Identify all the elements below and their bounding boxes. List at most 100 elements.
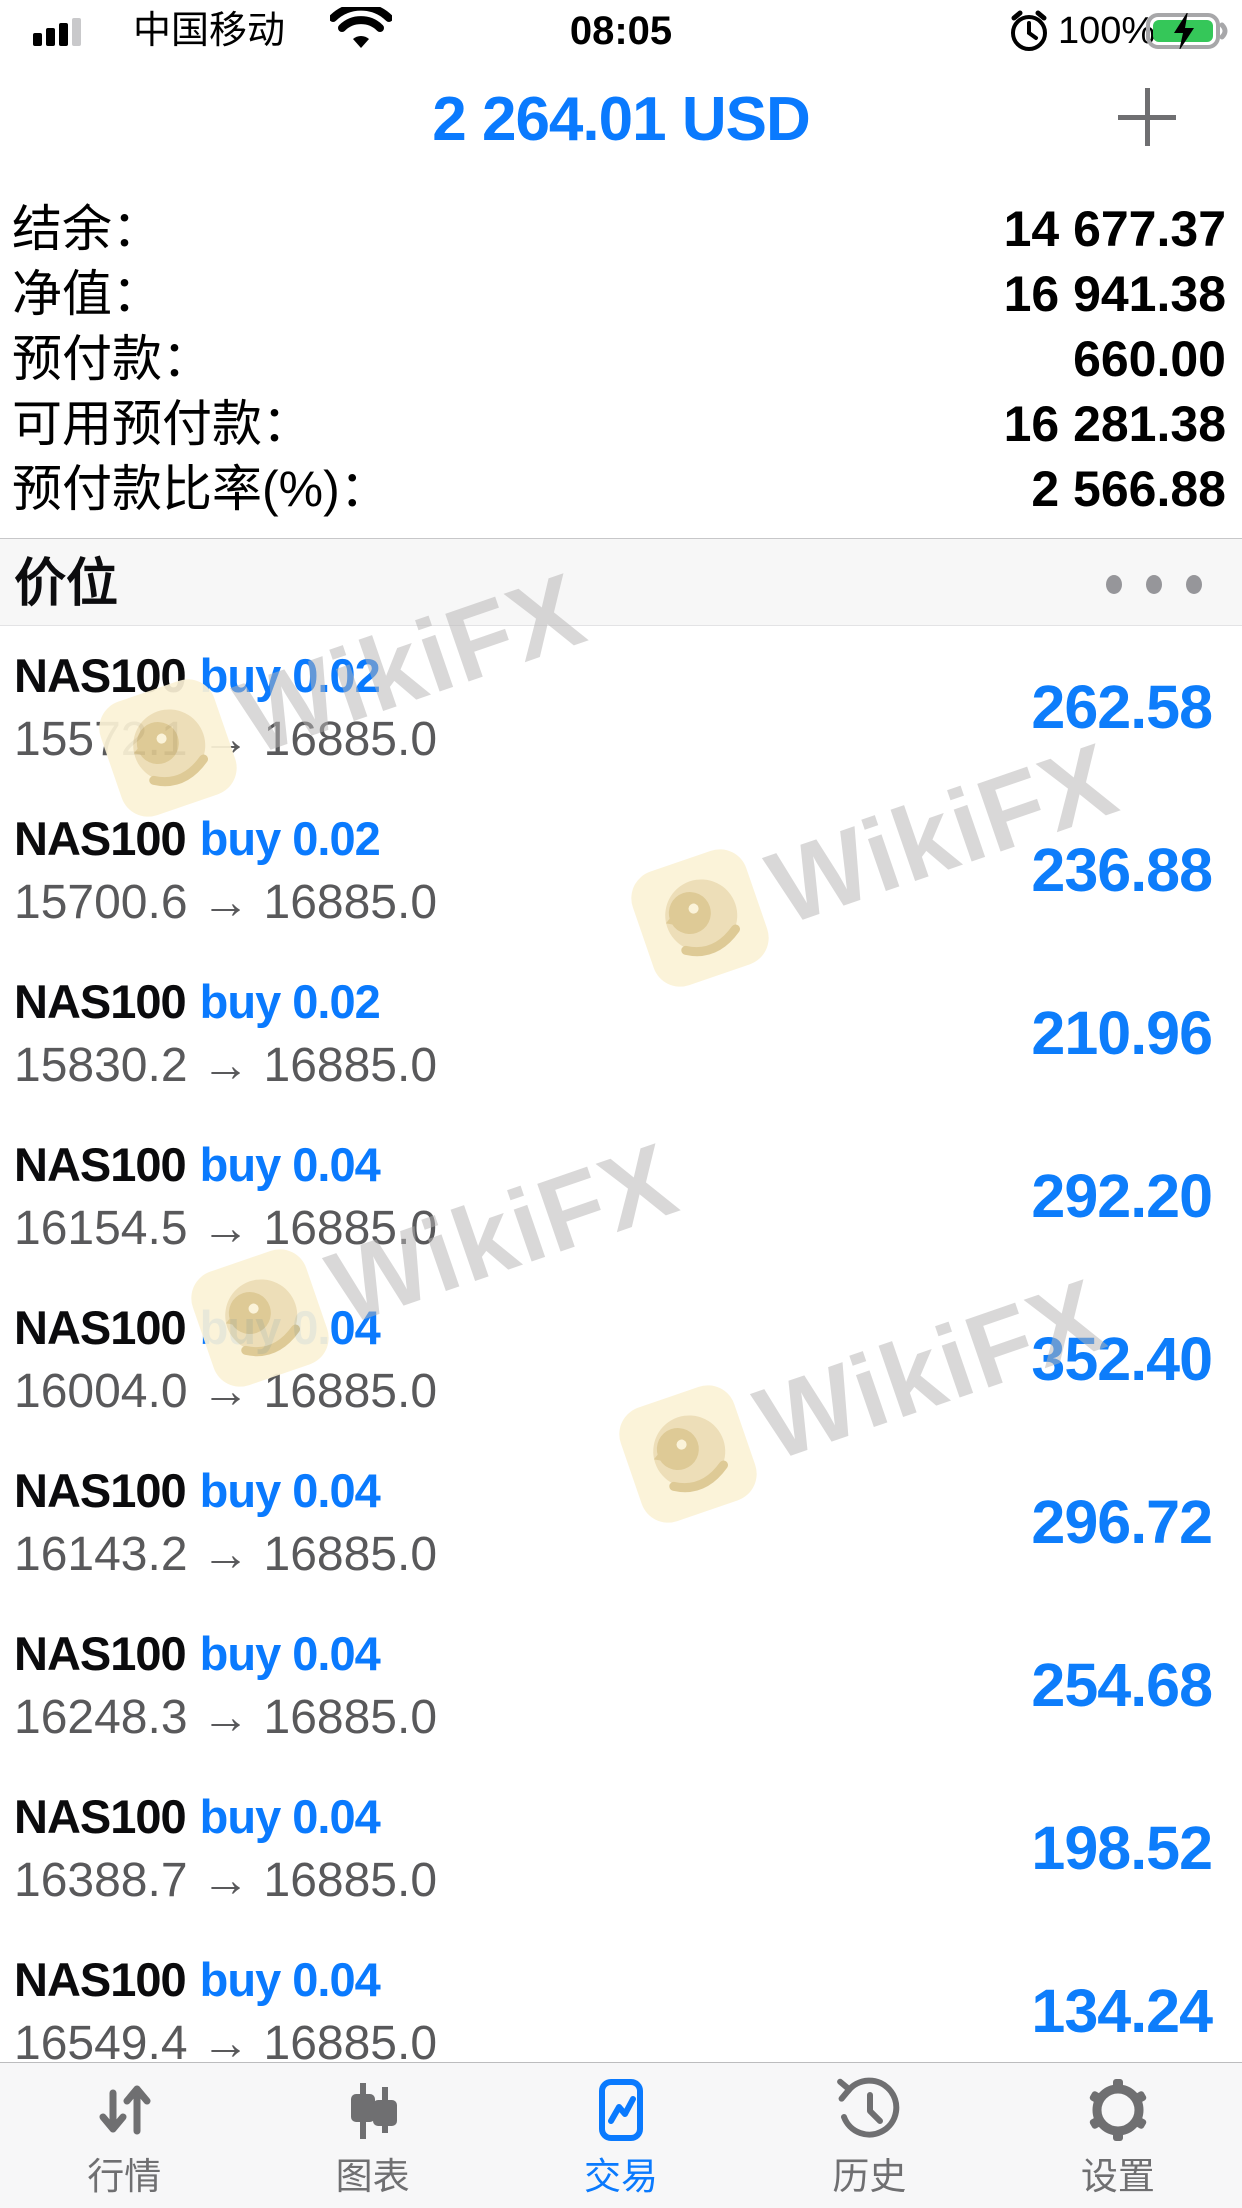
account-balance-title: 2 264.01 USD — [432, 85, 810, 154]
arrow-right-icon: → — [201, 1691, 250, 1744]
trade-row[interactable]: NAS100 buy 0.04 16549.4 → 16885.0 134.24 — [0, 1930, 1242, 2093]
positions-section-header: 价位 — [0, 538, 1242, 626]
trade-prices: 16143.2 → 16885.0 — [14, 1527, 437, 1582]
open-price: 16154.5 — [14, 1202, 188, 1255]
trade-symbol: NAS100 — [14, 1301, 187, 1354]
tab-label: 历史 — [832, 2156, 907, 2197]
clock-time: 08:05 — [569, 9, 673, 53]
trade-row[interactable]: NAS100 buy 0.04 16248.3 → 16885.0 254.68 — [0, 1604, 1242, 1767]
trade-row[interactable]: NAS100 buy 0.04 16004.0 → 16885.0 352.40 — [0, 1278, 1242, 1441]
trade-direction-volume: buy 0.02 — [199, 975, 381, 1028]
tab-charts[interactable]: 图表 — [248, 2063, 496, 2208]
summary-label: 预付款比率(%)： — [12, 461, 390, 517]
trade-direction-volume: buy 0.04 — [199, 1627, 381, 1680]
trade-direction-volume: buy 0.04 — [199, 1790, 381, 1843]
arrow-right-icon: → — [201, 2017, 250, 2070]
current-price: 16885.0 — [263, 1365, 438, 1418]
trade-profit: 134.24 — [1031, 1977, 1213, 2045]
trade-prices: 16549.4 → 16885.0 — [14, 2016, 437, 2071]
trade-prices: 16248.3 → 16885.0 — [14, 1690, 437, 1745]
wifi-icon — [329, 2, 393, 58]
gear-icon — [1083, 2079, 1153, 2151]
tab-trade[interactable]: 交易 — [497, 2063, 745, 2208]
summary-value: 2 566.88 — [1031, 461, 1226, 517]
new-order-plus-button[interactable] — [1116, 86, 1178, 148]
trade-direction-volume: buy 0.04 — [199, 1953, 381, 2006]
arrow-right-icon: → — [201, 876, 250, 929]
status-bar: 中国移动 08:05 100% — [0, 0, 1242, 60]
summary-value: 660.00 — [1073, 331, 1226, 387]
trade-symbol: NAS100 — [14, 1953, 187, 2006]
trade-chart-icon — [586, 2079, 656, 2151]
trade-direction-volume: buy 0.04 — [199, 1464, 381, 1517]
summary-row: 净值： 16 941.38 — [0, 262, 1242, 327]
trade-profit: 198.52 — [1031, 1814, 1213, 1882]
trade-symbol: NAS100 — [14, 649, 187, 702]
trade-symbol: NAS100 — [14, 1627, 187, 1680]
trade-profit: 292.20 — [1031, 1162, 1213, 1230]
tab-quotes[interactable]: 行情 — [0, 2063, 248, 2208]
summary-label: 净值： — [12, 266, 162, 322]
arrow-right-icon: → — [201, 1039, 250, 1092]
history-clock-icon — [834, 2077, 904, 2151]
open-price: 15830.2 — [14, 1039, 188, 1092]
current-price: 16885.0 — [263, 2017, 438, 2070]
trade-profit: 254.68 — [1031, 1651, 1213, 1719]
current-price: 16885.0 — [263, 1202, 438, 1255]
trade-symbol: NAS100 — [14, 975, 187, 1028]
trade-direction-volume: buy 0.02 — [199, 812, 381, 865]
trade-profit: 210.96 — [1031, 999, 1213, 1067]
trade-profit: 262.58 — [1031, 673, 1213, 741]
trade-profit: 236.88 — [1031, 836, 1213, 904]
tab-settings[interactable]: 设置 — [994, 2063, 1242, 2208]
ellipsis-menu-icon[interactable] — [1106, 575, 1202, 594]
account-summary: 结余： 14 677.37 净值： 16 941.38 预付款： 660.00 … — [0, 197, 1242, 522]
arrow-right-icon: → — [201, 1854, 250, 1907]
arrow-right-icon: → — [201, 1528, 250, 1581]
trade-prices: 16154.5 → 16885.0 — [14, 1201, 437, 1256]
battery-percent-label: 100% — [1058, 10, 1156, 52]
current-price: 16885.0 — [263, 1039, 438, 1092]
trade-row[interactable]: NAS100 buy 0.02 15572.1 → 16885.0 262.58 — [0, 626, 1242, 789]
tab-label: 行情 — [87, 2156, 162, 2197]
summary-label: 预付款： — [12, 331, 212, 387]
carrier-label: 中国移动 — [133, 10, 286, 52]
trade-direction-volume: buy 0.04 — [199, 1301, 381, 1354]
trade-prices: 15572.1 → 16885.0 — [14, 712, 437, 767]
summary-row: 结余： 14 677.37 — [0, 197, 1242, 262]
open-price: 16143.2 — [14, 1528, 188, 1581]
arrow-right-icon: → — [201, 1365, 250, 1418]
tab-label: 设置 — [1080, 2156, 1155, 2197]
summary-label: 可用预付款： — [12, 396, 312, 452]
positions-title: 价位 — [14, 555, 119, 613]
trade-profit: 296.72 — [1031, 1488, 1213, 1556]
open-price: 16004.0 — [14, 1365, 188, 1418]
current-price: 16885.0 — [263, 1528, 438, 1581]
summary-label: 结余： — [12, 201, 162, 257]
trade-prices: 16004.0 → 16885.0 — [14, 1364, 437, 1419]
trade-row[interactable]: NAS100 buy 0.04 16388.7 → 16885.0 198.52 — [0, 1767, 1242, 1930]
summary-value: 16 281.38 — [1003, 396, 1226, 452]
summary-row: 预付款： 660.00 — [0, 327, 1242, 392]
arrow-right-icon: → — [201, 1202, 250, 1255]
updown-arrows-icon — [89, 2085, 159, 2151]
alarm-clock-icon — [1007, 9, 1051, 58]
trade-prices: 15830.2 → 16885.0 — [14, 1038, 437, 1093]
trade-row[interactable]: NAS100 buy 0.04 16143.2 → 16885.0 296.72 — [0, 1441, 1242, 1604]
trade-row[interactable]: NAS100 buy 0.02 15700.6 → 16885.0 236.88 — [0, 789, 1242, 952]
trade-direction-volume: buy 0.02 — [199, 649, 381, 702]
trade-prices: 16388.7 → 16885.0 — [14, 1853, 437, 1908]
candlestick-icon — [338, 2083, 408, 2151]
trade-row[interactable]: NAS100 buy 0.02 15830.2 → 16885.0 210.96 — [0, 952, 1242, 1115]
trade-symbol: NAS100 — [14, 812, 187, 865]
open-price: 15572.1 — [14, 713, 188, 766]
summary-row: 可用预付款： 16 281.38 — [0, 392, 1242, 457]
open-price: 16388.7 — [14, 1854, 188, 1907]
tab-history[interactable]: 历史 — [745, 2063, 993, 2208]
current-price: 16885.0 — [263, 876, 438, 929]
arrow-right-icon: → — [201, 713, 250, 766]
battery-charging-icon — [1146, 11, 1230, 54]
trade-row[interactable]: NAS100 buy 0.04 16154.5 → 16885.0 292.20 — [0, 1115, 1242, 1278]
summary-value: 14 677.37 — [1003, 201, 1226, 257]
